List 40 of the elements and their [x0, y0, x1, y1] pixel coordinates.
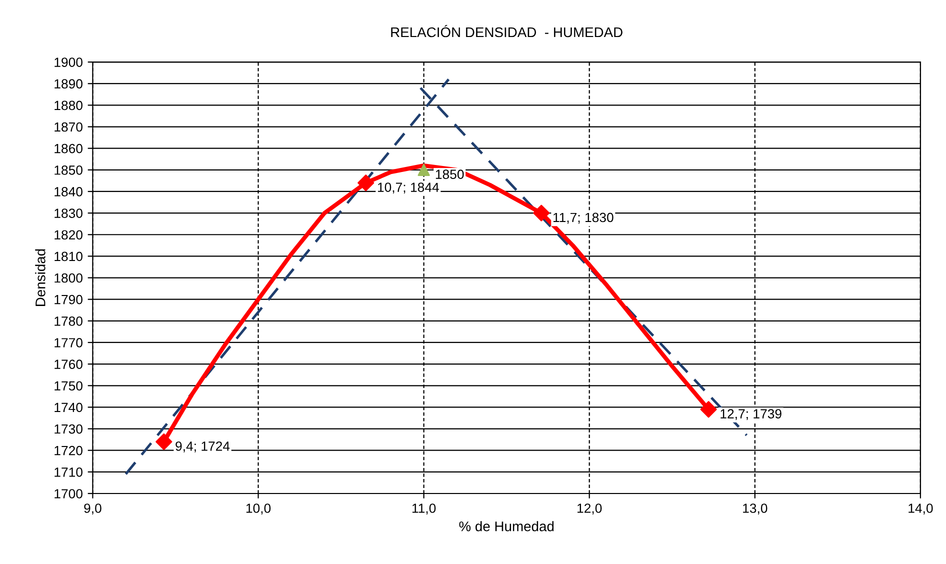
y-tick-label: 1850 [54, 165, 82, 175]
y-tick-label: 1890 [54, 79, 82, 89]
y-tick-label: 1760 [54, 360, 82, 369]
y-tick-label: 1820 [54, 230, 82, 240]
y-tick-label: 1810 [54, 252, 82, 262]
y-tick-label: 1740 [54, 402, 82, 412]
y-tick-label: 1700 [54, 489, 82, 498]
y-tick-label: 1730 [54, 424, 82, 434]
y-tick-label: 1840 [54, 187, 82, 196]
point [533, 204, 550, 222]
point [156, 433, 172, 450]
x-tick-label: 13,0 [743, 504, 768, 514]
y-tick-label: 1860 [54, 144, 82, 154]
data-label: 10,7; 1844 [378, 182, 439, 194]
y-tick-label: 1870 [54, 122, 82, 132]
chart-title: RELACIÓN DENSIDAD - HUMEDAD [391, 24, 622, 38]
y-tick-label: 1790 [54, 294, 82, 304]
data-label: 11,7; 1830 [553, 212, 614, 224]
y-tick-label: 1750 [54, 381, 82, 391]
y-tick-label: 1710 [54, 467, 82, 477]
x-tick-label: 12,0 [578, 504, 602, 514]
x-tick-label: 11,0 [412, 504, 436, 514]
x-tick-label: 9,0 [84, 504, 102, 514]
data-label: 1850 [436, 170, 464, 179]
x-axis-title: % de Humedad [459, 521, 554, 532]
y-tick-label: 1880 [54, 100, 82, 110]
point [418, 164, 430, 176]
data-label: 12,7; 1739 [720, 409, 782, 420]
data-label: 9,4; 1724 [176, 441, 230, 452]
y-tick-label: 1800 [54, 273, 82, 283]
x-tick-label: 10,0 [246, 504, 271, 514]
y-tick-label: 1720 [54, 446, 82, 456]
y-tick-label: 1770 [54, 338, 82, 348]
y-tick-label: 1780 [54, 316, 82, 326]
point [358, 174, 374, 192]
y-axis-title: Densidad [35, 249, 46, 306]
y-tick-label: 1830 [54, 208, 82, 218]
y-tick-label: 1900 [54, 58, 82, 67]
x-tick-label: 14,0 [908, 504, 933, 514]
point [700, 401, 717, 418]
